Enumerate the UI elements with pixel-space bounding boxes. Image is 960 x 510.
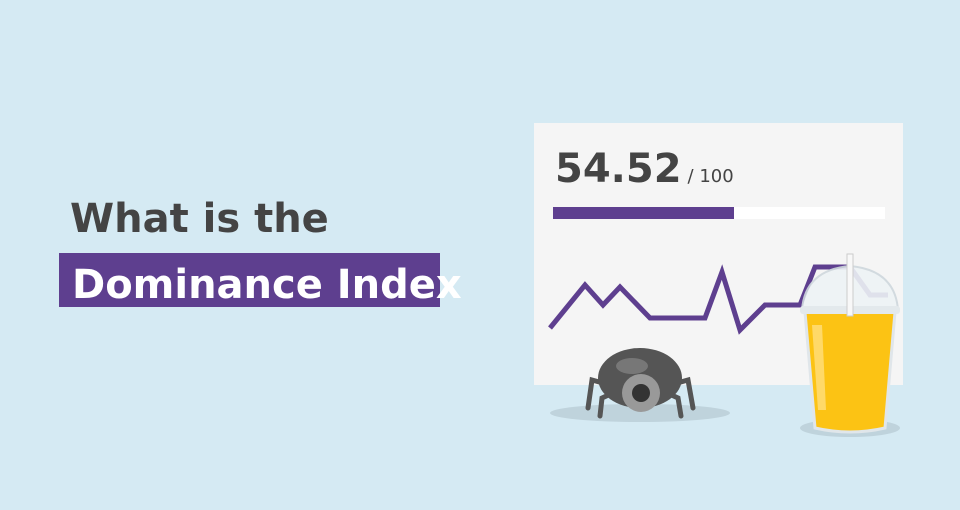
- cup-illustration: [800, 253, 900, 437]
- score-value: 54.52: [555, 146, 682, 192]
- heading-line: What is the: [70, 196, 329, 242]
- progress-fill: [553, 207, 735, 219]
- spider-illustration: [550, 348, 730, 422]
- heading-highlight: [59, 253, 440, 307]
- heading-line: Dominance Index: [72, 262, 462, 308]
- score-max: / 100: [688, 166, 734, 187]
